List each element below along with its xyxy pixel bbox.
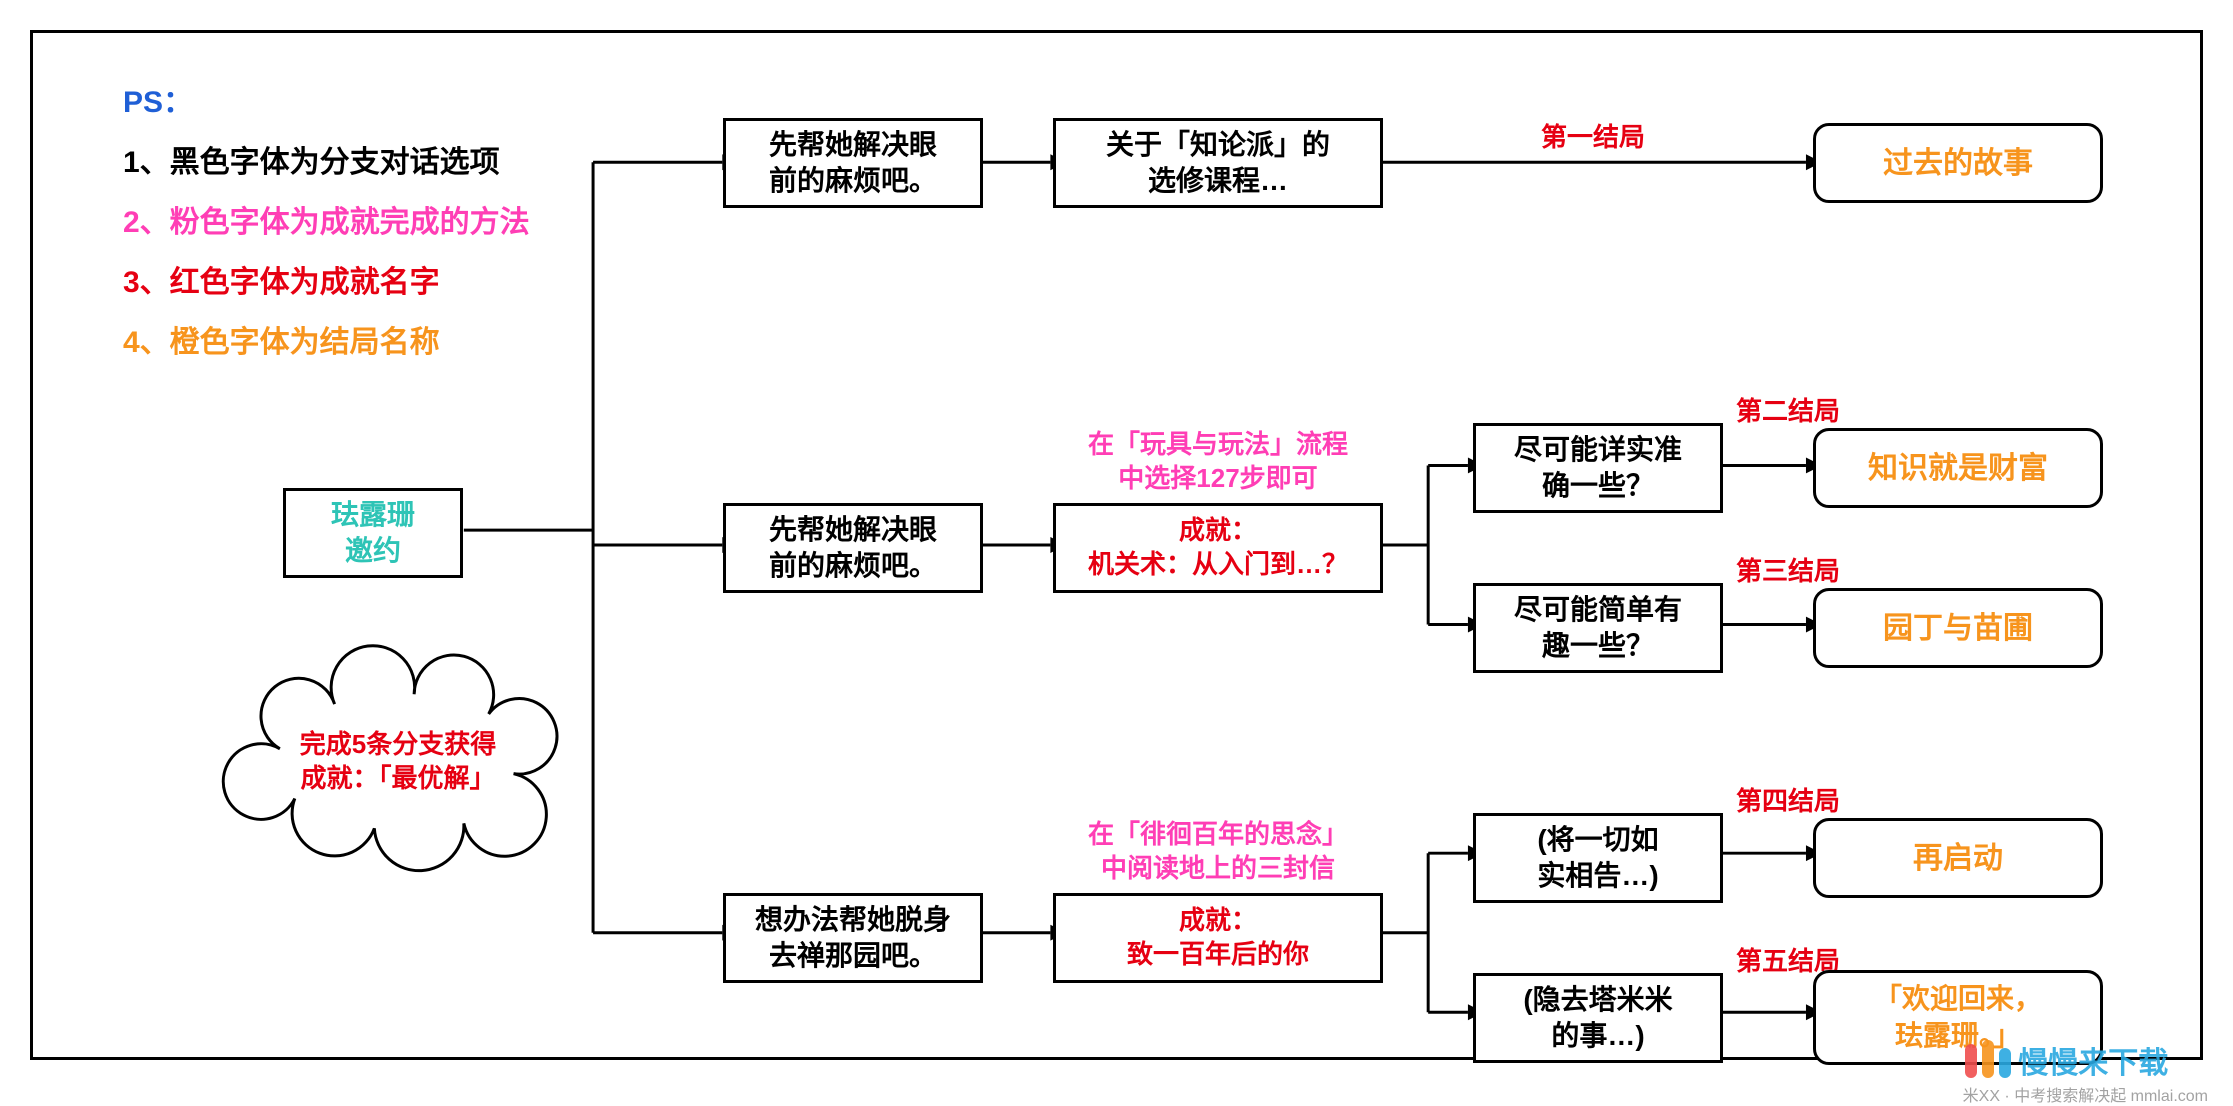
r2-opt-a: 尽可能详实准 确一些？ bbox=[1473, 423, 1723, 513]
r2-ending3-label: 第三结局 bbox=[1723, 555, 1853, 589]
watermark: 慢慢来下载 米XX · 中考搜索解决起 mmlai.com bbox=[1963, 1038, 2208, 1106]
r3-choice-1: 想办法帮她脱身 去禅那园吧。 bbox=[723, 893, 983, 983]
r3-ach-hint: 在「徘徊百年的思念」 中阅读地上的三封信 bbox=[1053, 818, 1383, 886]
r3-opt-a: (将一切如 实相告…) bbox=[1473, 813, 1723, 903]
r3-ach-l2: 致一百年后的你 bbox=[1127, 939, 1309, 969]
r2-ach-hint: 在「玩具与玩法」流程 中选择127步即可 bbox=[1053, 428, 1383, 496]
cloud-l1: 完成5条分支获得 bbox=[300, 729, 496, 759]
legend-ps: PS： bbox=[123, 73, 530, 133]
r1-choice-2: 关于「知论派」的 选修课程… bbox=[1053, 118, 1383, 208]
r2-ach-l1: 成就： bbox=[1179, 515, 1257, 545]
r2-ach-l2: 机关术：从入门到…？ bbox=[1088, 549, 1348, 579]
r2-ach-box: 成就： 机关术：从入门到…？ bbox=[1053, 503, 1383, 593]
outer-frame: PS： 1、黑色字体为分支对话选项 2、粉色字体为成就完成的方法 3、红色字体为… bbox=[30, 30, 2203, 1060]
r2-ending2: 知识就是财富 bbox=[1813, 428, 2103, 508]
legend-4: 4、橙色字体为结局名称 bbox=[123, 313, 530, 373]
r3-ending4: 再启动 bbox=[1813, 818, 2103, 898]
r2-ending2-label: 第二结局 bbox=[1723, 395, 1853, 429]
watermark-brand: 慢慢来下载 bbox=[2018, 1047, 2168, 1080]
start-l2: 邀约 bbox=[345, 535, 401, 566]
legend-2: 2、粉色字体为成就完成的方法 bbox=[123, 193, 530, 253]
watermark-icon bbox=[1963, 1038, 2013, 1082]
start-l1: 珐露珊 bbox=[331, 499, 415, 530]
canvas: PS： 1、黑色字体为分支对话选项 2、粉色字体为成就完成的方法 3、红色字体为… bbox=[33, 33, 2200, 1057]
r1-choice-1: 先帮她解决眼 前的麻烦吧。 bbox=[723, 118, 983, 208]
legend-3: 3、红色字体为成就名字 bbox=[123, 253, 530, 313]
r3-ending4-label: 第四结局 bbox=[1723, 785, 1853, 819]
legend-1: 1、黑色字体为分支对话选项 bbox=[123, 133, 530, 193]
r2-choice-1: 先帮她解决眼 前的麻烦吧。 bbox=[723, 503, 983, 593]
r2-opt-b: 尽可能简单有 趣一些？ bbox=[1473, 583, 1723, 673]
r3-ach-box: 成就： 致一百年后的你 bbox=[1053, 893, 1383, 983]
watermark-sub: 米XX · 中考搜索解决起 mmlai.com bbox=[1963, 1082, 2208, 1106]
cloud-l2: 成就：「最优解」 bbox=[300, 763, 495, 793]
r1-ending: 过去的故事 bbox=[1813, 123, 2103, 203]
r1-ending-label: 第一结局 bbox=[1443, 121, 1743, 155]
r3-opt-b: (隐去塔米米 的事…) bbox=[1473, 973, 1723, 1063]
start-node: 珐露珊邀约 bbox=[283, 488, 463, 578]
cloud-text: 完成5条分支获得 成就：「最优解」 bbox=[268, 728, 528, 796]
r3-ach-l1: 成就： bbox=[1179, 905, 1257, 935]
r2-ending3: 园丁与苗圃 bbox=[1813, 588, 2103, 668]
legend: PS： 1、黑色字体为分支对话选项 2、粉色字体为成就完成的方法 3、红色字体为… bbox=[123, 73, 530, 373]
